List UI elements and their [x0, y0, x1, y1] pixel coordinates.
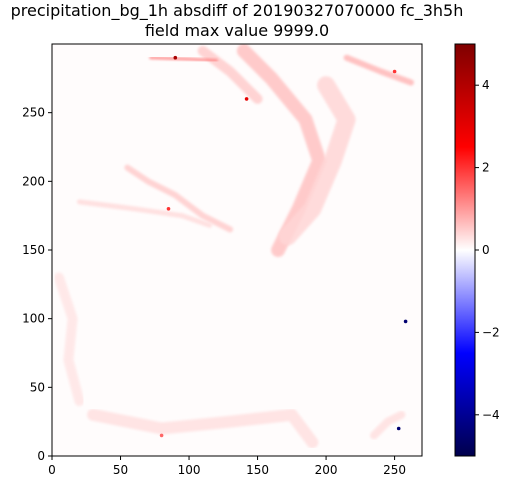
x-tick-label: 100 [178, 463, 201, 477]
heatmap-spot-14 [159, 433, 164, 438]
colorbar-tick-label: −4 [482, 408, 500, 422]
colorbar: −4 −2 0 2 4 [454, 43, 500, 457]
heatmap-spot-11 [244, 97, 249, 101]
chart-title: precipitation_bg_1h absdiff of 201903270… [11, 1, 464, 21]
heatmap-band-5 [343, 54, 414, 86]
heatmap-spot-15 [396, 426, 401, 431]
colorbar-gradient [454, 43, 476, 457]
heatmap-band-4 [76, 199, 213, 228]
x-tick-label: 50 [113, 463, 128, 477]
colorbar-tick-label: 4 [482, 78, 490, 92]
y-tick-label: 50 [30, 380, 45, 394]
colorbar-axis: −4 −2 0 2 4 [475, 78, 500, 422]
plot-background [52, 44, 422, 456]
x-tick-label: 250 [383, 463, 406, 477]
x-tick-label: 150 [246, 463, 269, 477]
y-axis: 0 50 100 150 200 250 [22, 106, 52, 463]
heatmap-band-7 [53, 272, 85, 407]
y-tick-label: 200 [22, 174, 45, 188]
y-tick-label: 250 [22, 106, 45, 120]
heatmap-band-9 [370, 410, 406, 440]
heatmap-spot-16 [403, 319, 408, 324]
y-tick-label: 100 [22, 312, 45, 326]
x-axis: 0 50 100 150 200 250 [48, 456, 406, 477]
chart-subtitle: field max value 9999.0 [145, 21, 329, 40]
heatmap-band-3 [124, 164, 234, 233]
y-tick-label: 0 [37, 449, 45, 463]
heatmap-field [53, 44, 414, 449]
heatmap-band-2 [197, 45, 263, 104]
heatmap-spot-12 [166, 207, 171, 211]
heatmap-spot-10 [173, 55, 178, 60]
heatmap-band-6 [149, 56, 218, 62]
x-tick-label: 0 [48, 463, 56, 477]
plot-area: 0 50 100 150 200 250 0 50 100 150 200 250 [22, 43, 423, 477]
heatmap-spot-13 [392, 69, 397, 74]
colorbar-tick-label: 0 [482, 243, 490, 257]
colorbar-tick-label: 2 [482, 161, 490, 175]
colorbar-tick-label: −2 [482, 325, 500, 339]
heatmap-band-1 [278, 76, 356, 246]
heatmap-band-8 [87, 408, 319, 449]
y-tick-label: 150 [22, 243, 45, 257]
x-tick-label: 200 [315, 463, 338, 477]
